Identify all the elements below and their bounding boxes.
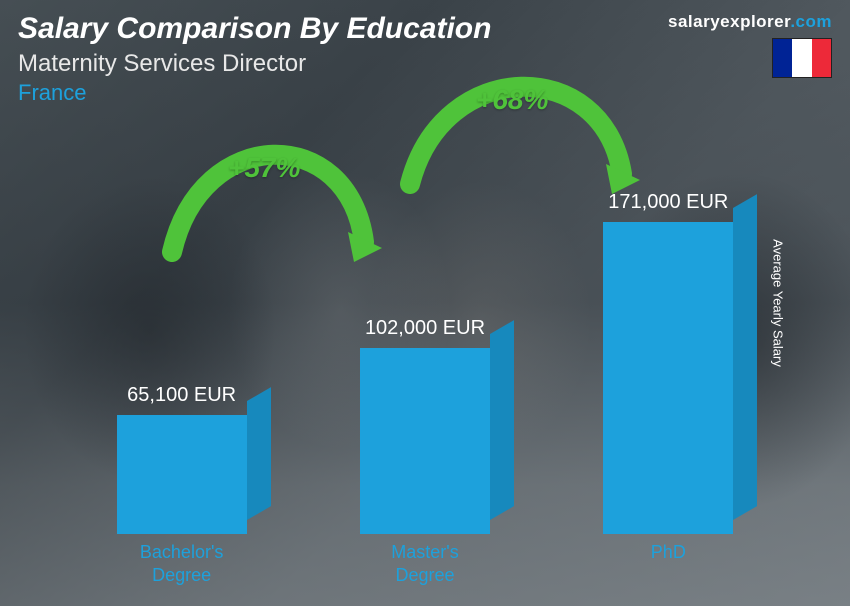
x-axis-label: Master'sDegree [345,541,505,586]
bar-value-label: 65,100 EUR [127,384,236,407]
flag-stripe-2 [792,39,811,77]
brand-name: salaryexplorer [668,12,790,31]
main-title: Salary Comparison By Education [18,12,668,46]
bar-group: 102,000 EUR [360,317,490,534]
flag-stripe-3 [812,39,831,77]
bar-front-face [360,348,490,534]
brand-flag-block: salaryexplorer.com [668,12,832,78]
x-labels-container: Bachelor'sDegree Master'sDegree PhD [60,541,790,586]
flag-icon [772,38,832,78]
bar-front-face [603,222,733,534]
bar-side-face [733,194,757,520]
bar-3d [117,415,247,534]
bar-value-label: 171,000 EUR [608,191,728,214]
bar-side-face [490,320,514,520]
increase-arrow: +57% [160,130,390,260]
bar-group: 65,100 EUR [117,384,247,534]
x-axis-label: Bachelor'sDegree [102,541,262,586]
bar-3d [360,348,490,534]
increase-arrow: +68% [398,62,648,192]
x-axis-label: PhD [588,541,748,586]
brand-suffix: .com [790,12,832,31]
increase-percent-label: +57% [228,152,300,184]
bar-side-face [247,387,271,520]
increase-percent-label: +68% [476,84,548,116]
bar-group: 171,000 EUR [603,191,733,534]
brand-label: salaryexplorer.com [668,12,832,32]
arrow-icon [398,62,648,192]
bar-value-label: 102,000 EUR [365,317,485,340]
arrow-icon [160,130,390,260]
bar-3d [603,222,733,534]
bar-front-face [117,415,247,534]
flag-stripe-1 [773,39,792,77]
